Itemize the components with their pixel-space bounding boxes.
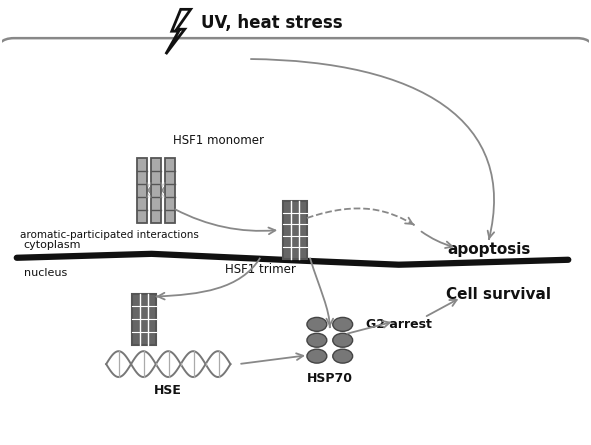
Bar bbox=[283, 201, 307, 259]
Text: Cell survival: Cell survival bbox=[446, 287, 551, 302]
Text: HSE: HSE bbox=[154, 384, 182, 397]
Ellipse shape bbox=[333, 333, 353, 347]
FancyBboxPatch shape bbox=[0, 38, 591, 445]
Polygon shape bbox=[166, 9, 191, 54]
Text: HSF1 monomer: HSF1 monomer bbox=[173, 134, 264, 147]
Bar bbox=[137, 158, 147, 222]
Text: cytoplasm: cytoplasm bbox=[24, 240, 81, 250]
Text: HSF1 trimer: HSF1 trimer bbox=[225, 263, 296, 276]
Ellipse shape bbox=[333, 317, 353, 332]
Bar bbox=[151, 158, 161, 222]
Bar bbox=[132, 294, 156, 345]
Ellipse shape bbox=[333, 349, 353, 363]
Text: nucleus: nucleus bbox=[24, 268, 67, 278]
Text: G2 arrest: G2 arrest bbox=[366, 318, 432, 331]
Text: aromatic-participated interactions: aromatic-participated interactions bbox=[20, 230, 199, 240]
Bar bbox=[165, 158, 175, 222]
Text: UV, heat stress: UV, heat stress bbox=[200, 14, 342, 32]
Ellipse shape bbox=[307, 349, 327, 363]
Text: HSP70: HSP70 bbox=[307, 372, 353, 384]
Ellipse shape bbox=[307, 333, 327, 347]
Ellipse shape bbox=[307, 317, 327, 332]
Text: apoptosis: apoptosis bbox=[447, 243, 531, 257]
